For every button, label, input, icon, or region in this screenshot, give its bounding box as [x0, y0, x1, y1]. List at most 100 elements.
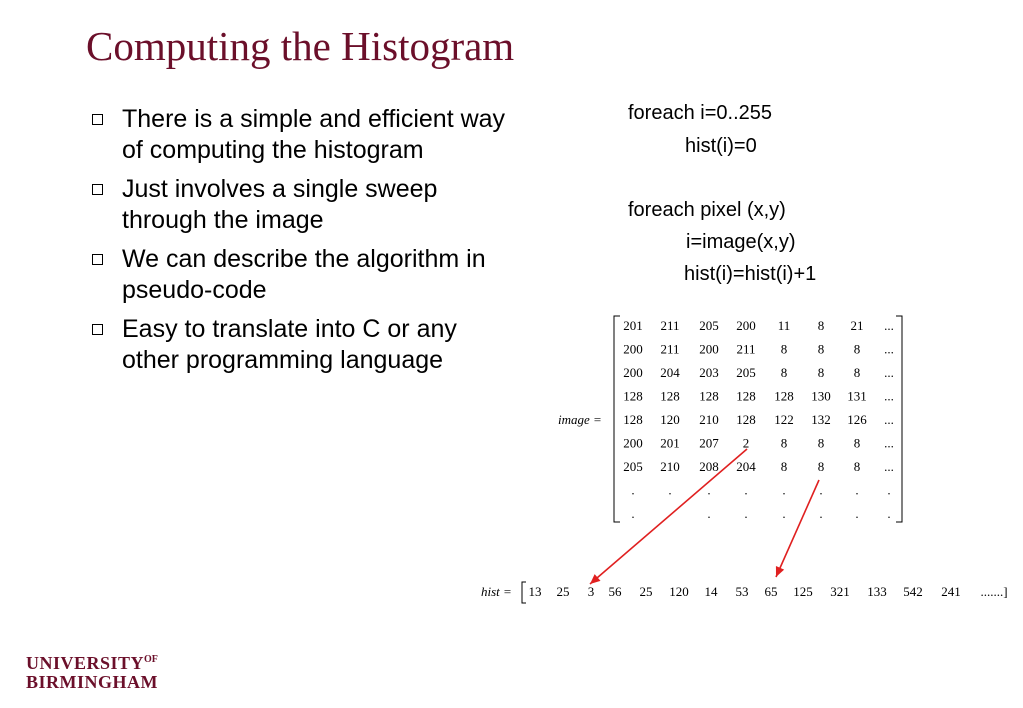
- matrix-right-bracket: [896, 315, 903, 523]
- matrix-cell: .: [819, 483, 822, 498]
- matrix-cell: 120: [660, 412, 680, 427]
- matrix-cell: 8: [854, 365, 861, 380]
- bullet-item: Easy to translate into C or any other pr…: [92, 314, 512, 376]
- matrix-cell: 126: [847, 412, 867, 427]
- matrix-cell: 200: [736, 318, 756, 333]
- matrix-cell: 132: [811, 412, 831, 427]
- hist-vector-label: hist =: [481, 584, 512, 599]
- matrix-cell: 204: [660, 365, 680, 380]
- pseudo-code-line: hist(i)=0: [685, 135, 757, 157]
- hist-value: 25: [557, 584, 570, 599]
- matrix-cell: 210: [699, 412, 719, 427]
- hist-value: 120: [669, 584, 689, 599]
- matrix-cell: 8: [818, 459, 825, 474]
- matrix-cell: 8: [818, 342, 825, 357]
- matrix-cell: 210: [660, 459, 680, 474]
- matrix-cell: 208: [699, 459, 719, 474]
- matrix-cell: 200: [623, 342, 643, 357]
- hist-value: 14: [705, 584, 719, 599]
- matrix-cell: 205: [623, 459, 643, 474]
- bullet-item: We can describe the algorithm in pseudo-…: [92, 244, 512, 306]
- arrows: [589, 448, 820, 585]
- slide-title: Computing the Histogram: [86, 23, 515, 69]
- pseudo-code-line: i=image(x,y): [686, 231, 796, 253]
- matrix-cell: ...: [884, 342, 894, 357]
- matrix-cell: 11: [778, 318, 791, 333]
- matrix-cell: 128: [736, 389, 756, 404]
- matrix-cell: ...: [884, 318, 894, 333]
- logo-of: OF: [144, 654, 158, 665]
- matrix-cell: 205: [699, 318, 719, 333]
- matrix-cell: 203: [699, 365, 719, 380]
- matrix-cell: .: [887, 483, 890, 498]
- hist-value: 13: [529, 584, 542, 599]
- bullet-text: There is a simple and efficient way of c…: [122, 105, 506, 164]
- matrix-cell: .: [631, 506, 634, 521]
- matrix-cell: .: [782, 506, 785, 521]
- matrix-cell: .: [887, 506, 890, 521]
- matrix-cell: .: [707, 506, 710, 521]
- hist-value: 25: [640, 584, 653, 599]
- hist-value: 56: [609, 584, 623, 599]
- square-bullet-icon: [92, 254, 103, 265]
- matrix-cell: ...: [884, 412, 894, 427]
- matrix-cell: 8: [818, 318, 825, 333]
- matrix-cell: 211: [660, 318, 679, 333]
- matrix-cell: .: [744, 483, 747, 498]
- matrix-cell: 128: [623, 389, 643, 404]
- university-logo: UNIVERSITYOF BIRMINGHAM: [26, 650, 158, 692]
- bullet-text: Easy to translate into C or any other pr…: [122, 315, 457, 374]
- matrix-cell: ...: [884, 436, 894, 451]
- matrix-cell: 200: [623, 436, 643, 451]
- matrix-cell: 201: [660, 436, 680, 451]
- square-bullet-icon: [92, 324, 103, 335]
- matrix-cell: .: [855, 483, 858, 498]
- hist-value: 65: [765, 584, 778, 599]
- matrix-cell: 128: [736, 412, 756, 427]
- matrix-cell: 211: [660, 342, 679, 357]
- matrix-cell: ...: [884, 365, 894, 380]
- matrix-cell: 128: [774, 389, 794, 404]
- matrix-cell: .: [631, 483, 634, 498]
- matrix-cell: .: [819, 506, 822, 521]
- matrix-cell: 200: [623, 365, 643, 380]
- matrix-cell: 8: [854, 342, 861, 357]
- matrix-cell: 128: [660, 389, 680, 404]
- arrowhead-icon: [590, 574, 601, 584]
- matrix-cell: 200: [699, 342, 719, 357]
- matrix-cell: .: [744, 506, 747, 521]
- matrix-cell: .: [782, 483, 785, 498]
- hist-value: .......]: [980, 584, 1007, 599]
- matrix-cell: ...: [884, 389, 894, 404]
- bullet-item: Just involves a single sweep through the…: [92, 174, 512, 236]
- matrix-cell: 130: [811, 389, 831, 404]
- bullet-text: We can describe the algorithm in pseudo-…: [122, 245, 486, 304]
- matrix-cell: 204: [736, 459, 756, 474]
- pseudo-code-line: hist(i)=hist(i)+1: [684, 263, 817, 285]
- hist-value: 321: [830, 584, 850, 599]
- bullet-text: Just involves a single sweep through the…: [122, 175, 438, 234]
- bullet-item: There is a simple and efficient way of c…: [92, 104, 512, 166]
- hist-value: 3: [588, 584, 595, 599]
- matrix-cell: ...: [884, 459, 894, 474]
- matrix-cell: 211: [736, 342, 755, 357]
- hist-value: 133: [867, 584, 887, 599]
- matrix-cell: 201: [623, 318, 643, 333]
- arrow-line: [775, 479, 820, 578]
- matrix-cell: 8: [781, 365, 788, 380]
- hist-value: 125: [793, 584, 813, 599]
- matrix-left-bracket: [613, 315, 620, 523]
- square-bullet-icon: [92, 114, 103, 125]
- matrix-cell: 128: [699, 389, 719, 404]
- matrix-cell: 205: [736, 365, 756, 380]
- matrix-cell: 8: [781, 459, 788, 474]
- image-matrix-label: image =: [558, 412, 602, 427]
- matrix-cell: .: [707, 483, 710, 498]
- matrix-cell: 8: [854, 436, 861, 451]
- matrix-cell: 8: [818, 365, 825, 380]
- matrix-cell: 8: [781, 342, 788, 357]
- logo-line2: BIRMINGHAM: [26, 672, 158, 692]
- bullet-list: There is a simple and efficient way of c…: [92, 104, 512, 384]
- arrowhead-icon: [775, 566, 785, 577]
